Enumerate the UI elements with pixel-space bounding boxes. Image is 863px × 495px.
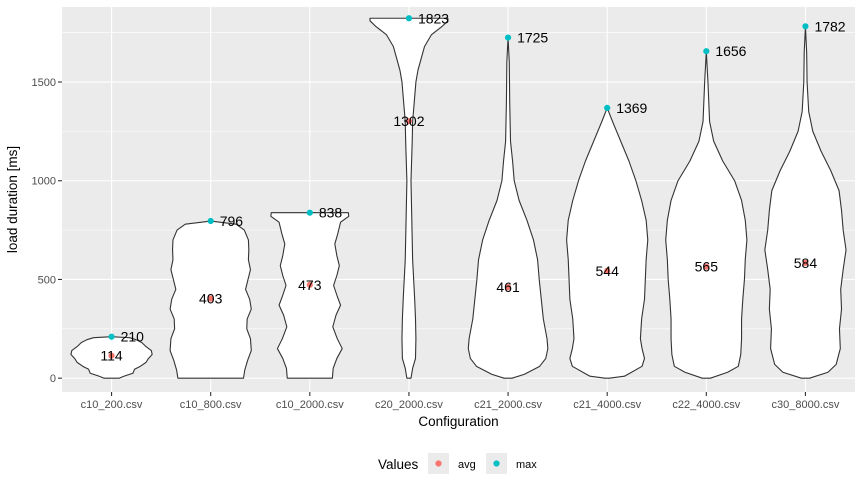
x-axis: c10_200.csv c10_800.csv c10_2000.csv c20_20… (81, 392, 840, 411)
violin-c30_8000.csv (764, 25, 847, 379)
point-max-c21_2000.csv (504, 34, 512, 41)
y-tick-label: 1000 (32, 176, 56, 188)
data-label-avg: 403 (199, 291, 223, 307)
point-max-c20_2000.csv (405, 15, 413, 22)
point-max-c10_200.csv (108, 333, 115, 340)
data-label-max: 210 (121, 329, 145, 345)
legend-marker-avg (435, 460, 442, 467)
data-label-avg: 544 (596, 263, 620, 279)
x-tick-label: c10_2000.csv (276, 399, 344, 411)
y-tick-label: 500 (38, 274, 56, 286)
point-avg-c22_4000.csv (703, 263, 710, 270)
y-tick-label: 0 (50, 373, 56, 385)
data-label-max: 1823 (418, 10, 449, 26)
x-tick-label: c10_200.csv (81, 399, 143, 411)
legend-marker-max (493, 460, 500, 467)
point-avg-c21_2000.csv (504, 284, 512, 291)
x-tick-label: c20_2000.csv (375, 399, 443, 411)
data-label-avg: 114 (100, 348, 123, 364)
x-tick-label: c22_4000.csv (672, 399, 740, 411)
point-avg-c21_4000.csv (604, 267, 611, 274)
data-label-max: 1656 (715, 43, 746, 59)
point-avg-c10_200.csv (108, 352, 115, 359)
point-avg-c30_8000.csv (802, 259, 809, 266)
point-max-c10_2000.csv (306, 209, 313, 216)
data-label-avg: 1302 (393, 113, 424, 129)
point-avg-c20_2000.csv (405, 118, 413, 125)
violin-c21_2000.csv (467, 37, 549, 379)
legend: Values avg max (378, 453, 537, 474)
violin-c22_4000.csv (665, 50, 748, 379)
y-axis-title: load duration [ms] (5, 146, 20, 253)
y-axis: 0 500 1000 1500 (32, 77, 62, 385)
point-max-c21_4000.csv (604, 104, 611, 111)
point-max-c30_8000.csv (802, 23, 809, 30)
x-tick-label: c10_800.csv (180, 399, 242, 411)
violin-c20_2000.csv (369, 17, 449, 379)
point-avg-c10_800.csv (207, 295, 214, 302)
x-tick-label: c21_2000.csv (474, 399, 542, 411)
data-labels-layer: 114 403 473 1302 461 544 565 584 210 796 838 1823 17… (100, 10, 845, 363)
points-layer (108, 15, 809, 359)
data-label-max: 1369 (616, 100, 647, 116)
data-label-avg: 473 (298, 277, 322, 293)
violin-c10_2000.csv (270, 212, 350, 379)
violin-c21_4000.csv (566, 107, 649, 379)
x-tick-label: c21_4000.csv (573, 399, 641, 411)
data-label-max: 1725 (517, 30, 548, 46)
legend-label-avg: avg (458, 459, 476, 471)
x-axis-title: Configuration (418, 414, 498, 429)
point-avg-c10_2000.csv (306, 281, 313, 288)
data-label-max: 1782 (814, 18, 845, 34)
point-max-c10_800.csv (207, 217, 214, 225)
data-label-avg: 584 (794, 255, 818, 271)
point-max-c22_4000.csv (703, 48, 710, 55)
legend-title: Values (378, 457, 419, 472)
data-label-max: 838 (319, 205, 343, 221)
x-tick-label: c30_8000.csv (771, 399, 839, 411)
data-label-max: 796 (220, 213, 244, 229)
data-label-avg: 565 (695, 259, 719, 275)
legend-label-max: max (516, 459, 537, 471)
y-tick-label: 1500 (32, 77, 56, 89)
data-label-avg: 461 (496, 279, 520, 295)
